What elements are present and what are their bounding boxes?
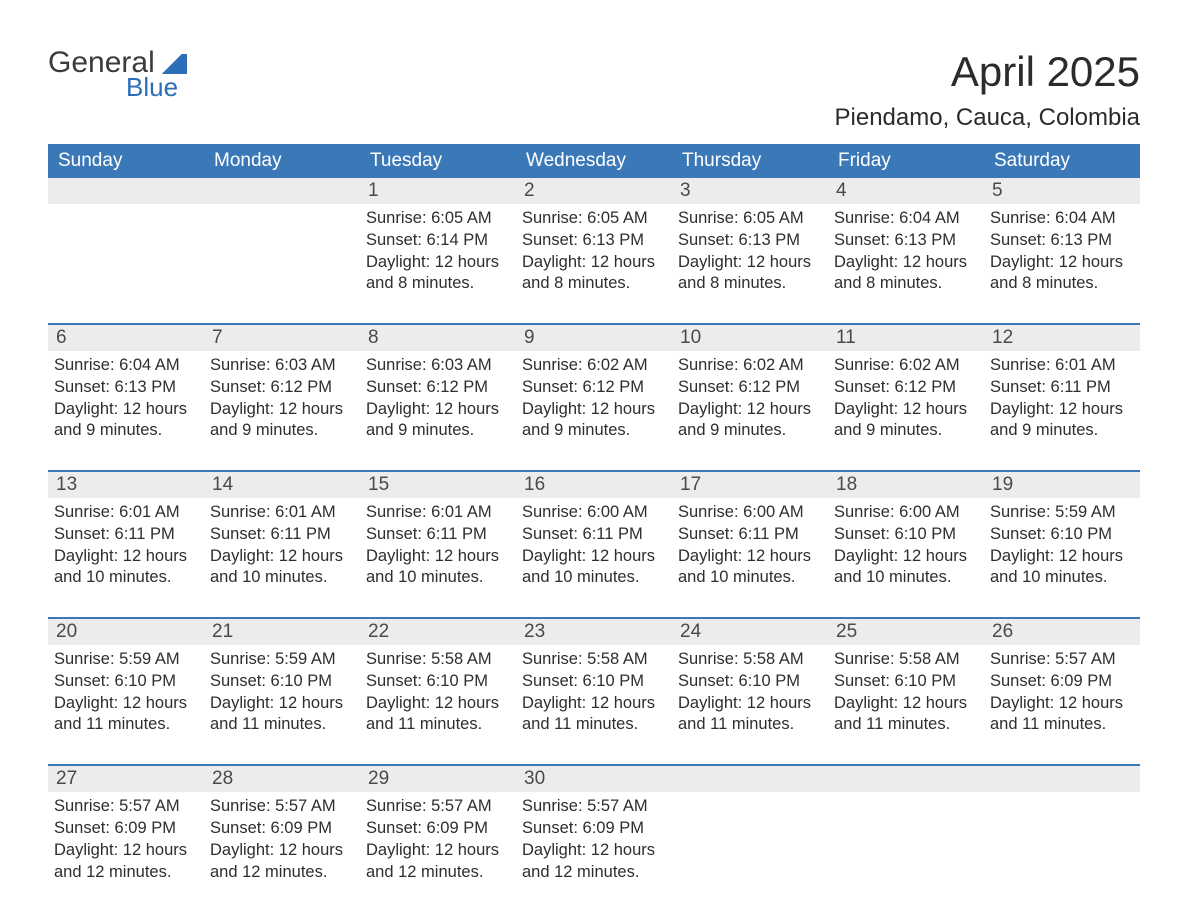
day-number [828,765,984,792]
day-detail-cell: Sunrise: 6:02 AMSunset: 6:12 PMDaylight:… [516,351,672,471]
day-number: 29 [360,765,516,792]
day-number-row: 27282930 [48,765,1140,792]
location-subtitle: Piendamo, Cauca, Colombia [835,104,1141,132]
weekday-header-row: SundayMondayTuesdayWednesdayThursdayFrid… [48,144,1140,178]
day-number: 14 [204,471,360,498]
day-number-row: 12345 [48,178,1140,204]
day-number: 1 [360,178,516,204]
day-number [204,178,360,204]
header-region: General Blue April 2025 Piendamo, Cauca,… [48,48,1140,132]
day-detail-cell [828,792,984,912]
day-number: 23 [516,618,672,645]
day-number: 11 [828,324,984,351]
day-detail-cell: Sunrise: 6:00 AMSunset: 6:10 PMDaylight:… [828,498,984,618]
day-detail-row: Sunrise: 6:01 AMSunset: 6:11 PMDaylight:… [48,498,1140,618]
day-number-row: 20212223242526 [48,618,1140,645]
calendar-table: SundayMondayTuesdayWednesdayThursdayFrid… [48,144,1140,912]
logo-word-2: Blue [126,74,187,100]
day-number [984,765,1140,792]
day-detail-cell: Sunrise: 6:04 AMSunset: 6:13 PMDaylight:… [984,204,1140,324]
day-number: 28 [204,765,360,792]
weekday-header: Saturday [984,144,1140,178]
day-detail-cell: Sunrise: 5:57 AMSunset: 6:09 PMDaylight:… [204,792,360,912]
day-number: 6 [48,324,204,351]
day-detail-cell: Sunrise: 6:01 AMSunset: 6:11 PMDaylight:… [984,351,1140,471]
weekday-header: Wednesday [516,144,672,178]
day-number [672,765,828,792]
day-number: 13 [48,471,204,498]
day-detail-cell: Sunrise: 6:02 AMSunset: 6:12 PMDaylight:… [828,351,984,471]
day-detail-cell: Sunrise: 5:58 AMSunset: 6:10 PMDaylight:… [360,645,516,765]
day-number: 26 [984,618,1140,645]
day-detail-cell: Sunrise: 5:59 AMSunset: 6:10 PMDaylight:… [204,645,360,765]
day-detail-row: Sunrise: 5:59 AMSunset: 6:10 PMDaylight:… [48,645,1140,765]
day-number: 20 [48,618,204,645]
day-number: 27 [48,765,204,792]
day-detail-cell: Sunrise: 6:03 AMSunset: 6:12 PMDaylight:… [204,351,360,471]
day-detail-cell: Sunrise: 5:58 AMSunset: 6:10 PMDaylight:… [828,645,984,765]
day-number [48,178,204,204]
day-detail-row: Sunrise: 6:04 AMSunset: 6:13 PMDaylight:… [48,351,1140,471]
day-detail-cell: Sunrise: 5:57 AMSunset: 6:09 PMDaylight:… [360,792,516,912]
day-number: 19 [984,471,1140,498]
day-number-row: 6789101112 [48,324,1140,351]
day-number: 9 [516,324,672,351]
day-number: 2 [516,178,672,204]
logo-triangle-icon [157,54,187,74]
day-number: 24 [672,618,828,645]
day-detail-cell: Sunrise: 5:57 AMSunset: 6:09 PMDaylight:… [984,645,1140,765]
day-number: 21 [204,618,360,645]
day-number: 8 [360,324,516,351]
day-detail-cell: Sunrise: 6:04 AMSunset: 6:13 PMDaylight:… [828,204,984,324]
weekday-header: Friday [828,144,984,178]
logo: General Blue [48,48,187,100]
day-number: 16 [516,471,672,498]
day-detail-row: Sunrise: 5:57 AMSunset: 6:09 PMDaylight:… [48,792,1140,912]
day-detail-cell: Sunrise: 6:01 AMSunset: 6:11 PMDaylight:… [204,498,360,618]
day-number: 15 [360,471,516,498]
day-number: 3 [672,178,828,204]
day-detail-cell: Sunrise: 6:00 AMSunset: 6:11 PMDaylight:… [516,498,672,618]
weekday-header: Sunday [48,144,204,178]
day-number: 18 [828,471,984,498]
weekday-header: Thursday [672,144,828,178]
day-number: 17 [672,471,828,498]
day-number: 25 [828,618,984,645]
day-detail-cell: Sunrise: 6:00 AMSunset: 6:11 PMDaylight:… [672,498,828,618]
day-number: 12 [984,324,1140,351]
day-detail-cell: Sunrise: 5:58 AMSunset: 6:10 PMDaylight:… [516,645,672,765]
weekday-header: Monday [204,144,360,178]
page-title: April 2025 [835,48,1141,96]
day-number-row: 13141516171819 [48,471,1140,498]
day-detail-row: Sunrise: 6:05 AMSunset: 6:14 PMDaylight:… [48,204,1140,324]
day-detail-cell: Sunrise: 6:01 AMSunset: 6:11 PMDaylight:… [48,498,204,618]
day-detail-cell: Sunrise: 5:59 AMSunset: 6:10 PMDaylight:… [48,645,204,765]
day-number: 22 [360,618,516,645]
day-detail-cell: Sunrise: 6:04 AMSunset: 6:13 PMDaylight:… [48,351,204,471]
day-detail-cell: Sunrise: 5:59 AMSunset: 6:10 PMDaylight:… [984,498,1140,618]
day-detail-cell [984,792,1140,912]
day-detail-cell: Sunrise: 6:05 AMSunset: 6:14 PMDaylight:… [360,204,516,324]
day-detail-cell [204,204,360,324]
day-detail-cell: Sunrise: 6:05 AMSunset: 6:13 PMDaylight:… [672,204,828,324]
day-number: 4 [828,178,984,204]
day-detail-cell: Sunrise: 6:01 AMSunset: 6:11 PMDaylight:… [360,498,516,618]
day-detail-cell: Sunrise: 5:57 AMSunset: 6:09 PMDaylight:… [516,792,672,912]
day-detail-cell [48,204,204,324]
day-detail-cell: Sunrise: 6:02 AMSunset: 6:12 PMDaylight:… [672,351,828,471]
day-number: 30 [516,765,672,792]
day-detail-cell: Sunrise: 5:57 AMSunset: 6:09 PMDaylight:… [48,792,204,912]
day-number: 5 [984,178,1140,204]
day-detail-cell: Sunrise: 6:05 AMSunset: 6:13 PMDaylight:… [516,204,672,324]
day-number: 10 [672,324,828,351]
day-detail-cell: Sunrise: 5:58 AMSunset: 6:10 PMDaylight:… [672,645,828,765]
title-block: April 2025 Piendamo, Cauca, Colombia [835,48,1141,132]
day-detail-cell [672,792,828,912]
day-number: 7 [204,324,360,351]
weekday-header: Tuesday [360,144,516,178]
day-detail-cell: Sunrise: 6:03 AMSunset: 6:12 PMDaylight:… [360,351,516,471]
